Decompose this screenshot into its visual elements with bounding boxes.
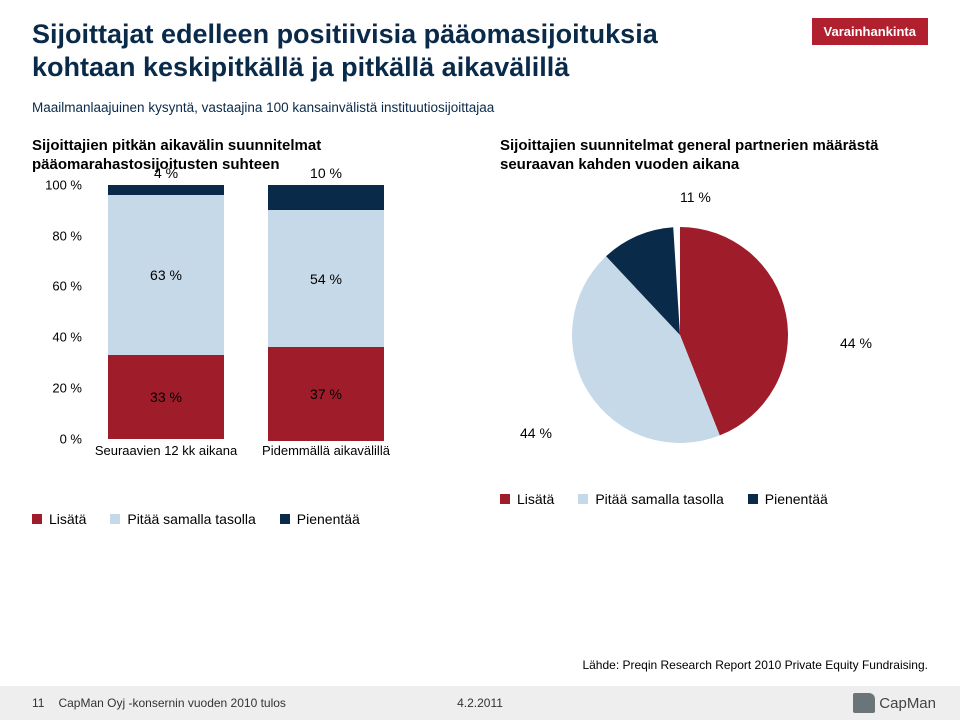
legend-item: Pienentää xyxy=(748,491,828,507)
bar-plot: 63 %33 %4 %54 %37 %10 % xyxy=(88,185,408,439)
pie-slice-label: 44 % xyxy=(520,425,552,441)
legend-label: Pitää samalla tasolla xyxy=(595,491,723,507)
legend-swatch xyxy=(500,494,510,504)
y-axis: 0 %20 %40 %60 %80 %100 % xyxy=(32,185,88,439)
legend-item: Pitää samalla tasolla xyxy=(578,491,723,507)
x-tick-label: Seuraavien 12 kk aikana xyxy=(86,443,246,458)
x-tick-label: Pidemmällä aikavälillä xyxy=(246,443,406,458)
segment-increase: 33 % xyxy=(108,355,224,439)
footer: 11 CapMan Oyj -konsernin vuoden 2010 tul… xyxy=(0,686,960,720)
segment-label: 63 % xyxy=(150,267,182,283)
legend-swatch xyxy=(32,514,42,524)
legend-swatch xyxy=(110,514,120,524)
y-tick-label: 100 % xyxy=(45,177,82,192)
logo-icon xyxy=(853,693,875,713)
pie-chart-title: Sijoittajien suunnitelmat general partne… xyxy=(500,137,928,177)
segment-label: 10 % xyxy=(268,165,384,181)
page-title: Sijoittajat edelleen positiivisia pääoma… xyxy=(32,18,792,84)
x-axis: Seuraavien 12 kk aikanaPidemmällä aikavä… xyxy=(88,443,408,458)
legend-swatch xyxy=(280,514,290,524)
segment-increase: 37 % xyxy=(268,347,384,441)
section-tag: Varainhankinta xyxy=(812,18,928,45)
legend-label: Lisätä xyxy=(517,491,554,507)
legend-label: Lisätä xyxy=(49,511,86,527)
segment-label: 33 % xyxy=(150,389,182,405)
segment-label: 54 % xyxy=(310,271,342,287)
segment-decrease xyxy=(268,185,384,210)
pie-chart: Sijoittajien suunnitelmat general partne… xyxy=(500,137,928,527)
legend-swatch xyxy=(578,494,588,504)
legend-label: Pienentää xyxy=(765,491,828,507)
bar-column: 54 %37 %10 % xyxy=(268,185,384,439)
bar-legend: Lisätä Pitää samalla tasolla Pienentää xyxy=(32,511,470,527)
legend-item: Pitää samalla tasolla xyxy=(110,511,255,527)
y-tick-label: 0 % xyxy=(60,431,82,446)
segment-decrease xyxy=(108,185,224,195)
pie-legend: Lisätä Pitää samalla tasolla Pienentää xyxy=(500,491,928,507)
y-tick-label: 20 % xyxy=(52,381,82,396)
segment-label: 4 % xyxy=(108,165,224,181)
segment-keep: 63 % xyxy=(108,195,224,355)
bar-chart-title: Sijoittajien pitkän aikavälin suunnitelm… xyxy=(32,137,470,177)
source-line: Lähde: Preqin Research Report 2010 Priva… xyxy=(582,658,928,672)
page-number: 11 xyxy=(32,696,44,710)
logo: CapMan xyxy=(853,693,936,713)
footer-doc-title: CapMan Oyj -konsernin vuoden 2010 tulos xyxy=(58,696,285,710)
legend-item: Lisätä xyxy=(500,491,554,507)
y-tick-label: 80 % xyxy=(52,228,82,243)
bar-chart: Sijoittajien pitkän aikavälin suunnitelm… xyxy=(32,137,470,527)
y-tick-label: 60 % xyxy=(52,279,82,294)
footer-date: 4.2.2011 xyxy=(457,696,503,710)
segment-keep: 54 % xyxy=(268,210,384,347)
pie-svg xyxy=(500,185,880,465)
pie-slice-label: 11 % xyxy=(680,189,711,205)
subtitle: Maailmanlaajuinen kysyntä, vastaajina 10… xyxy=(32,100,928,115)
segment-label: 37 % xyxy=(310,386,342,402)
bar-column: 63 %33 %4 % xyxy=(108,185,224,439)
legend-label: Pienentää xyxy=(297,511,360,527)
legend-item: Pienentää xyxy=(280,511,360,527)
logo-text: CapMan xyxy=(879,695,936,712)
legend-item: Lisätä xyxy=(32,511,86,527)
legend-swatch xyxy=(748,494,758,504)
pie-slice-label: 44 % xyxy=(840,335,872,351)
y-tick-label: 40 % xyxy=(52,330,82,345)
legend-label: Pitää samalla tasolla xyxy=(127,511,255,527)
